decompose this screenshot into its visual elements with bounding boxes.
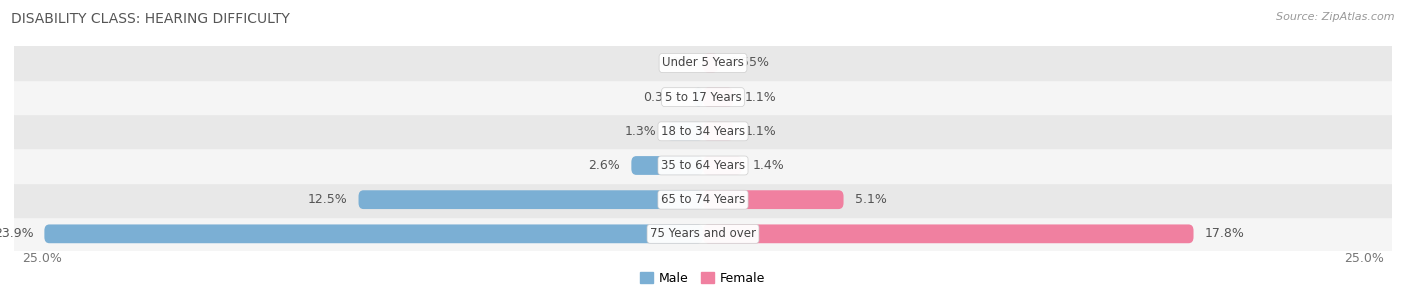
Text: 1.4%: 1.4% [752, 159, 785, 172]
FancyBboxPatch shape [703, 190, 844, 209]
Text: 35 to 64 Years: 35 to 64 Years [661, 159, 745, 172]
Text: DISABILITY CLASS: HEARING DIFFICULTY: DISABILITY CLASS: HEARING DIFFICULTY [11, 12, 290, 26]
FancyBboxPatch shape [703, 156, 741, 175]
Text: 18 to 34 Years: 18 to 34 Years [661, 125, 745, 138]
Text: 1.3%: 1.3% [624, 125, 657, 138]
Bar [14, 183, 1392, 217]
Bar [14, 46, 1392, 80]
Text: 17.8%: 17.8% [1205, 227, 1244, 240]
FancyBboxPatch shape [359, 190, 703, 209]
Text: 75 Years and over: 75 Years and over [650, 227, 756, 240]
Text: 12.5%: 12.5% [308, 193, 347, 206]
Text: Under 5 Years: Under 5 Years [662, 57, 744, 69]
Text: 25.0%: 25.0% [1344, 252, 1384, 265]
Text: 5.1%: 5.1% [855, 193, 886, 206]
FancyBboxPatch shape [668, 122, 703, 141]
Text: 1.1%: 1.1% [744, 91, 776, 104]
Legend: Male, Female: Male, Female [636, 267, 770, 290]
Bar [14, 80, 1392, 114]
Text: 25.0%: 25.0% [22, 252, 62, 265]
Text: 5 to 17 Years: 5 to 17 Years [665, 91, 741, 104]
FancyBboxPatch shape [703, 54, 718, 73]
FancyBboxPatch shape [631, 156, 703, 175]
Text: 65 to 74 Years: 65 to 74 Years [661, 193, 745, 206]
Bar [14, 148, 1392, 183]
FancyBboxPatch shape [45, 224, 703, 243]
Bar [14, 114, 1392, 148]
Text: 2.6%: 2.6% [589, 159, 620, 172]
FancyBboxPatch shape [703, 224, 1194, 243]
FancyBboxPatch shape [703, 122, 734, 141]
FancyBboxPatch shape [693, 88, 703, 106]
Text: 0.55%: 0.55% [730, 57, 769, 69]
Text: 0.0%: 0.0% [659, 57, 692, 69]
Text: 1.1%: 1.1% [744, 125, 776, 138]
FancyBboxPatch shape [703, 88, 734, 106]
Text: 23.9%: 23.9% [0, 227, 34, 240]
Text: 0.34%: 0.34% [643, 91, 682, 104]
Text: Source: ZipAtlas.com: Source: ZipAtlas.com [1277, 12, 1395, 22]
Bar [14, 217, 1392, 251]
